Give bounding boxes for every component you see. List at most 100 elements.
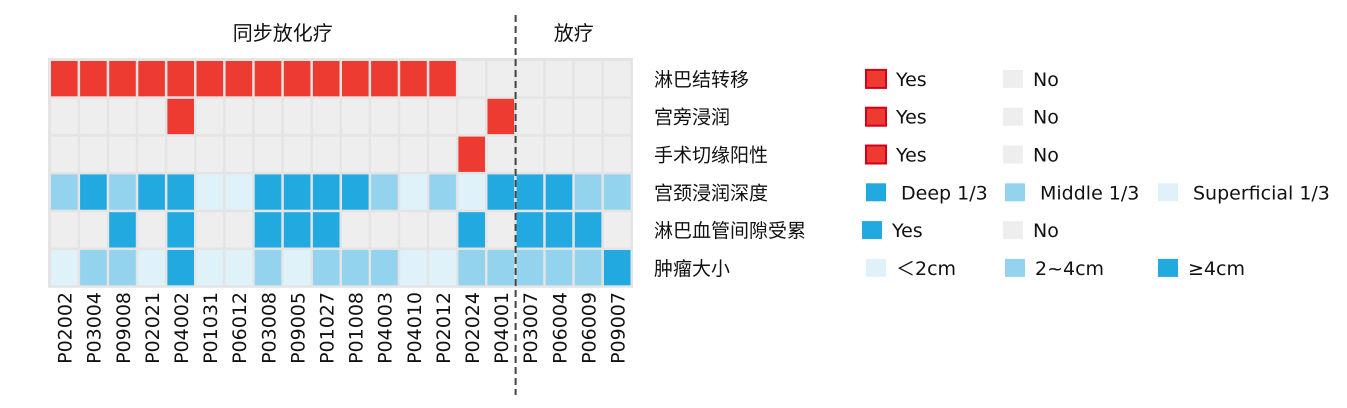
heatmap-cell: [109, 212, 136, 248]
heatmap-cell: [574, 250, 602, 286]
legend-label: No: [1033, 69, 1059, 91]
heatmap-cell: [80, 98, 107, 135]
heatmap-cell: [196, 98, 224, 135]
legend-swatch: [1003, 221, 1023, 240]
heatmap-cell: [400, 136, 427, 172]
heatmap-cell: [138, 250, 165, 286]
heatmap-cell: [516, 212, 544, 248]
heatmap-cell: [225, 136, 253, 172]
heatmap-cell: [138, 174, 165, 210]
heatmap-cell: [516, 61, 544, 97]
legend-swatch: [1005, 183, 1025, 202]
heatmap-cell: [371, 136, 398, 172]
heatmap-cell: [109, 98, 136, 135]
column-label: P06004: [549, 292, 571, 364]
heatmap-cell: [516, 174, 544, 210]
column-label: P02024: [462, 292, 484, 364]
heatmap-cell: [138, 98, 165, 135]
heatmap-cell: [167, 61, 194, 97]
heatmap-cell: [51, 174, 78, 210]
heatmap-cell: [400, 174, 427, 210]
heatmap-cell: [80, 250, 107, 286]
heatmap-cell: [312, 98, 340, 135]
heatmap-cell: [196, 212, 224, 248]
row-label: 肿瘤大小: [654, 258, 730, 280]
heatmap-cell: [371, 212, 398, 248]
heatmap-cell: [574, 174, 602, 210]
heatmap-cell: [196, 174, 224, 210]
heatmap-cell: [312, 136, 340, 172]
group-label: 放疗: [554, 21, 594, 45]
heatmap-cell: [429, 98, 456, 135]
heatmap-cell: [167, 250, 194, 286]
heatmap-cell: [51, 212, 78, 248]
column-label: P01027: [316, 292, 338, 364]
column-label: P01008: [346, 292, 368, 364]
column-label: P06012: [229, 292, 251, 364]
column-label: P01031: [200, 292, 222, 364]
heatmap-cell: [109, 174, 136, 210]
heatmap-cell: [429, 174, 456, 210]
heatmap-cell: [545, 136, 573, 172]
heatmap-cell: [429, 250, 456, 286]
heatmap-cell: [516, 136, 544, 172]
heatmap-cell: [400, 250, 427, 286]
heatmap-cell: [458, 98, 485, 135]
column-label: P06009: [578, 292, 600, 364]
column-label: P04002: [171, 292, 193, 364]
legend-label: Yes: [895, 145, 927, 167]
heatmap-cell: [342, 250, 369, 286]
heatmap-cell: [458, 250, 485, 286]
heatmap-cell: [312, 174, 340, 210]
heatmap-cell: [109, 136, 136, 172]
heatmap-cell: [254, 212, 282, 248]
heatmap-cell: [574, 212, 602, 248]
heatmap-cell: [487, 250, 515, 286]
heatmap-cell: [371, 174, 398, 210]
legend-label: Yes: [891, 220, 923, 242]
heatmap-cell: [603, 61, 631, 97]
heatmap-cell: [80, 174, 107, 210]
heatmap-cell: [487, 212, 515, 248]
heatmap-cell: [138, 61, 165, 97]
legend-swatch: [1005, 258, 1025, 277]
heatmap-cell: [225, 174, 253, 210]
heatmap-cell: [400, 61, 427, 97]
legend-label: Superficial 1/3: [1193, 182, 1330, 204]
heatmap-cell: [603, 174, 631, 210]
heatmap-cell: [283, 212, 311, 248]
heatmap-cell: [283, 250, 311, 286]
column-label: P03008: [258, 292, 280, 364]
heatmap-cell: [225, 61, 253, 97]
legend-swatch: [1158, 183, 1178, 202]
row-label: 淋巴血管间隙受累: [654, 220, 806, 242]
legend-swatch: [865, 106, 887, 127]
legend-swatch: [1003, 107, 1023, 126]
column-label: P02021: [142, 292, 164, 364]
legend-label: Deep 1/3: [901, 182, 988, 204]
column-label: P04001: [491, 292, 513, 364]
heatmap-cell: [167, 212, 194, 248]
column-label: P09005: [287, 292, 309, 364]
heatmap-cell: [109, 61, 136, 97]
heatmap-cell: [429, 61, 456, 97]
heatmap-cell: [458, 136, 485, 172]
heatmap-cell: [196, 250, 224, 286]
heatmap-cell: [342, 136, 369, 172]
heatmap-cell: [225, 250, 253, 286]
heatmap-cell: [545, 61, 573, 97]
heatmap-cell: [283, 61, 311, 97]
legend-label: ＜2cm: [896, 258, 956, 280]
heatmap-cell: [80, 136, 107, 172]
heatmap-cell: [516, 250, 544, 286]
heatmap-cell: [51, 98, 78, 135]
heatmap-cell: [400, 98, 427, 135]
heatmap-cell: [196, 136, 224, 172]
heatmap-cell: [254, 136, 282, 172]
heatmap-cell: [487, 136, 515, 172]
heatmap-cell: [574, 61, 602, 97]
heatmap-cell: [487, 98, 515, 135]
heatmap-cell: [312, 250, 340, 286]
heatmap-cell: [603, 136, 631, 172]
